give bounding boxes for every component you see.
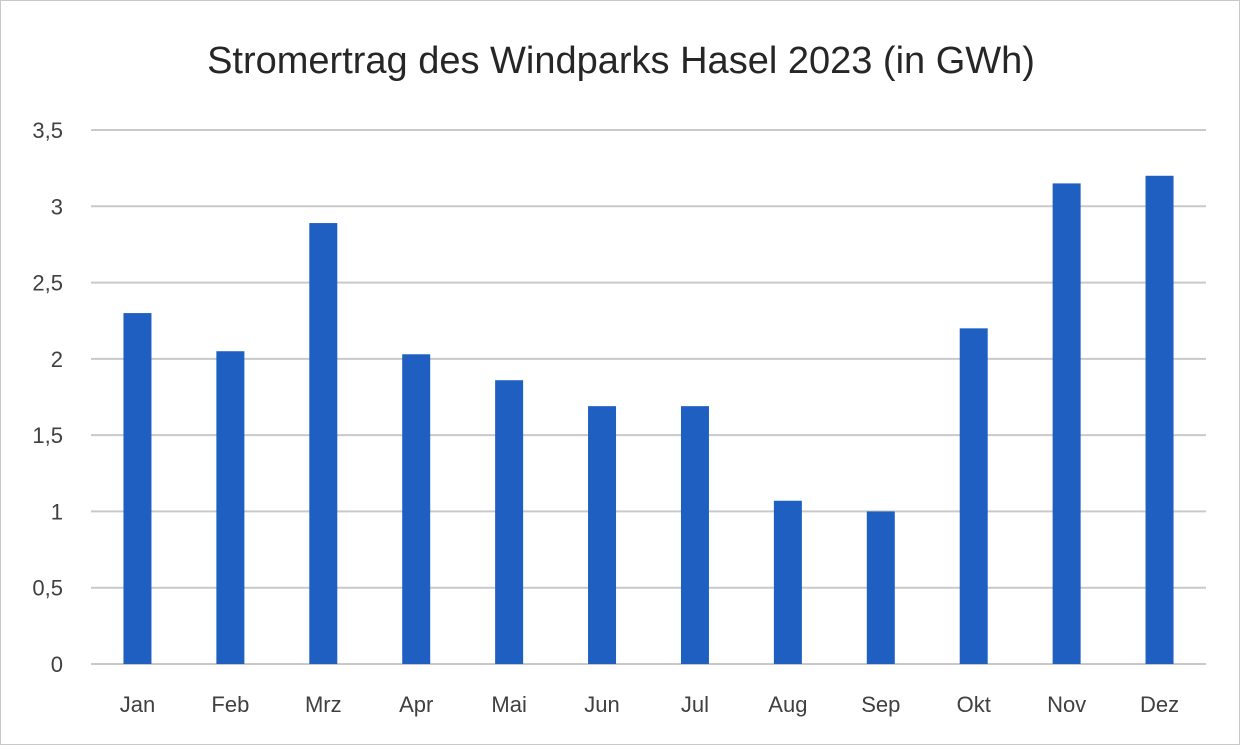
bar-jul [680, 406, 709, 664]
x-tick-label: Feb [211, 692, 249, 717]
bar-apr [402, 354, 431, 664]
y-tick-label: 1,5 [32, 423, 63, 448]
y-tick-label: 3 [51, 194, 63, 219]
bar-sep [866, 511, 895, 664]
x-tick-label: Mrz [305, 692, 342, 717]
bar-nov [1052, 183, 1081, 664]
x-tick-label: Jan [120, 692, 155, 717]
x-tick-label: Nov [1047, 692, 1086, 717]
x-tick-label: Sep [861, 692, 900, 717]
gridlines [91, 129, 1206, 665]
bar-jun [588, 406, 617, 664]
x-tick-label: Aug [768, 692, 807, 717]
bar-mrz [309, 223, 338, 664]
x-tick-label: Jul [681, 692, 709, 717]
y-tick-label: 1 [51, 499, 63, 524]
y-tick-label: 0 [51, 652, 63, 677]
x-tick-label: Mai [491, 692, 526, 717]
bar-aug [773, 500, 802, 664]
y-axis-ticks: 0 0,5 1 1,5 2 2,5 3 3,5 [32, 118, 63, 677]
x-tick-label: Apr [399, 692, 433, 717]
y-tick-label: 3,5 [32, 118, 63, 143]
bar-okt [959, 328, 988, 664]
chart-title: Stromertrag des Windparks Hasel 2023 (in… [207, 40, 1035, 82]
x-tick-label: Okt [957, 692, 991, 717]
y-tick-label: 2,5 [32, 271, 63, 296]
x-axis-ticks: Jan Feb Mrz Apr Mai Jun Jul Aug Sep Okt Nov Dez [120, 692, 1179, 717]
y-tick-label: 2 [51, 347, 63, 372]
bar-dez [1145, 175, 1174, 664]
bar-feb [216, 351, 245, 664]
x-tick-label: Dez [1140, 692, 1179, 717]
bars [123, 175, 1174, 664]
x-tick-label: Jun [584, 692, 619, 717]
bar-mai [495, 380, 524, 664]
bar-jan [123, 313, 152, 664]
y-tick-label: 0,5 [32, 576, 63, 601]
